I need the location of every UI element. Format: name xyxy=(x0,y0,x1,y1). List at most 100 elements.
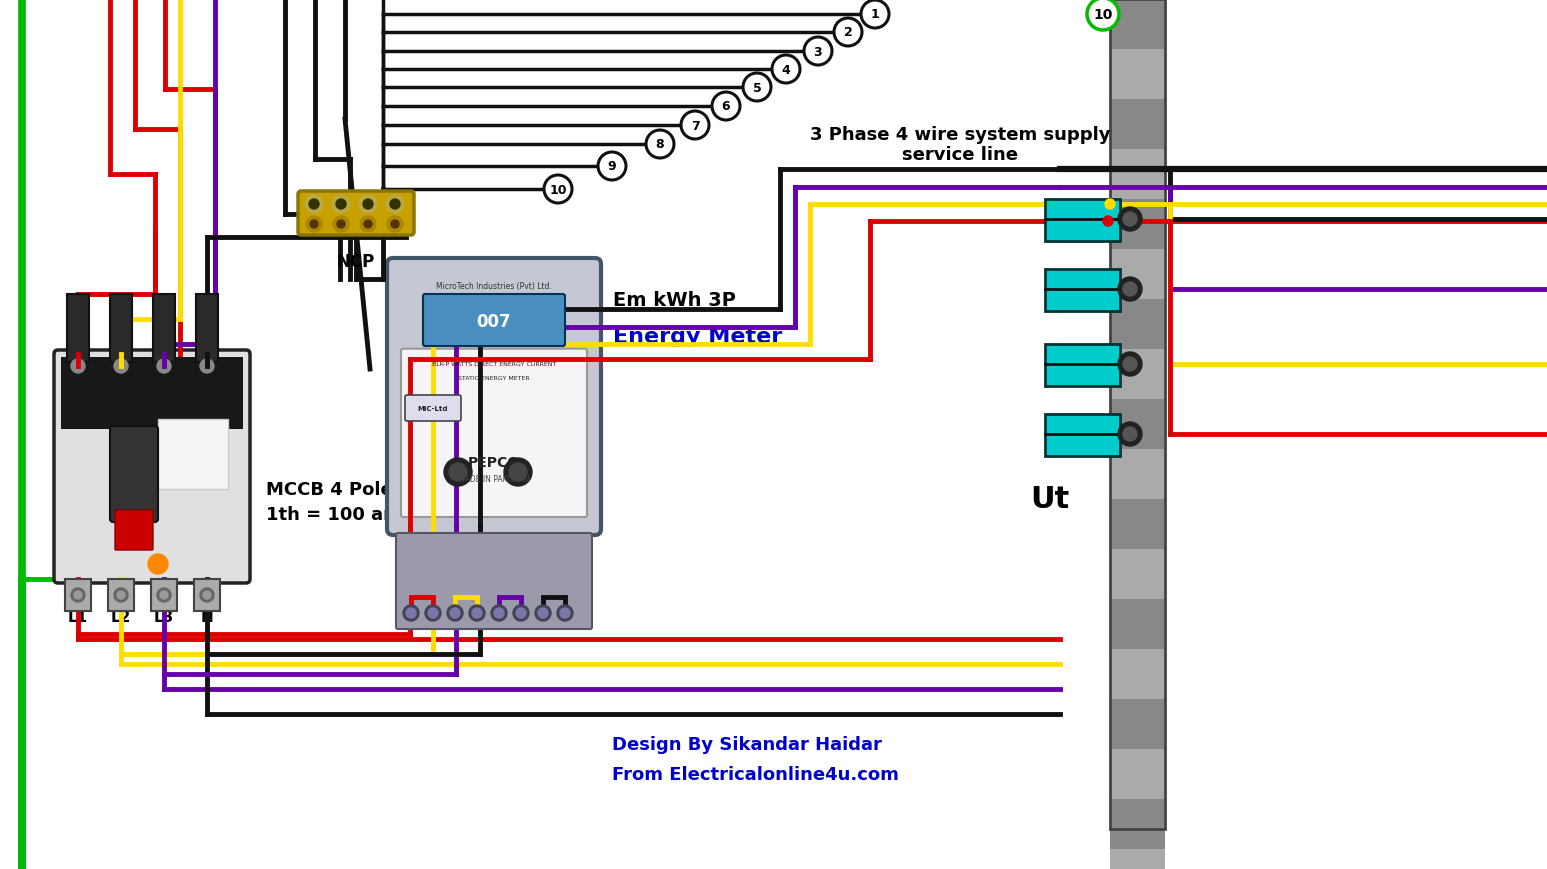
Text: L2: L2 xyxy=(111,609,131,624)
Circle shape xyxy=(647,131,674,159)
Circle shape xyxy=(74,591,82,600)
Circle shape xyxy=(743,74,770,102)
Text: MADE IN PAKISTAN: MADE IN PAKISTAN xyxy=(458,475,529,484)
Circle shape xyxy=(360,216,376,233)
Bar xyxy=(1111,200,1165,249)
Circle shape xyxy=(337,221,345,229)
Bar xyxy=(1046,345,1120,387)
Bar xyxy=(1046,269,1120,312)
Circle shape xyxy=(1123,213,1137,227)
Circle shape xyxy=(203,591,210,600)
Circle shape xyxy=(1118,278,1142,302)
Text: Em kWh 3P: Em kWh 3P xyxy=(613,290,736,309)
Bar xyxy=(65,580,91,611)
Text: 7: 7 xyxy=(690,119,699,132)
Bar xyxy=(1111,749,1165,799)
Circle shape xyxy=(493,608,504,618)
Circle shape xyxy=(71,588,85,602)
Circle shape xyxy=(1088,0,1118,31)
Text: L3: L3 xyxy=(153,609,175,624)
Bar xyxy=(1111,149,1165,200)
Circle shape xyxy=(772,56,800,84)
Text: Energy Meter: Energy Meter xyxy=(613,327,783,347)
Circle shape xyxy=(517,608,526,618)
FancyBboxPatch shape xyxy=(401,349,586,517)
Circle shape xyxy=(387,196,404,214)
Circle shape xyxy=(429,608,438,618)
Text: Design By Sikandar Haidar: Design By Sikandar Haidar xyxy=(613,735,882,753)
Circle shape xyxy=(405,608,416,618)
Circle shape xyxy=(364,221,371,229)
Circle shape xyxy=(309,200,319,209)
FancyBboxPatch shape xyxy=(387,259,600,535)
Text: L1: L1 xyxy=(68,609,88,624)
Bar xyxy=(193,580,220,611)
Circle shape xyxy=(336,200,347,209)
Circle shape xyxy=(545,176,572,203)
Text: STATIC ENERGY METER: STATIC ENERGY METER xyxy=(458,376,529,381)
Circle shape xyxy=(114,588,128,602)
Circle shape xyxy=(1118,422,1142,447)
Text: 3: 3 xyxy=(814,45,823,58)
Text: service line: service line xyxy=(902,146,1018,164)
FancyBboxPatch shape xyxy=(405,395,461,421)
Circle shape xyxy=(469,606,486,621)
FancyBboxPatch shape xyxy=(110,427,158,522)
Bar xyxy=(67,295,90,362)
Text: 007: 007 xyxy=(476,313,512,330)
Bar xyxy=(1046,415,1120,456)
Bar xyxy=(1046,200,1120,242)
FancyBboxPatch shape xyxy=(114,510,153,550)
Circle shape xyxy=(114,360,128,374)
Circle shape xyxy=(156,588,172,602)
Bar xyxy=(1111,349,1165,400)
Bar xyxy=(1111,799,1165,849)
Circle shape xyxy=(862,1,890,29)
Circle shape xyxy=(509,463,528,481)
Circle shape xyxy=(444,459,472,487)
Circle shape xyxy=(404,606,419,621)
Bar xyxy=(1046,269,1120,312)
Text: 2: 2 xyxy=(843,26,852,39)
Text: MicroTech Industries (Pvt) Ltd.: MicroTech Industries (Pvt) Ltd. xyxy=(436,282,552,291)
Circle shape xyxy=(390,200,401,209)
Text: 10: 10 xyxy=(1094,8,1112,22)
Circle shape xyxy=(447,606,463,621)
Circle shape xyxy=(557,606,572,621)
Circle shape xyxy=(425,606,441,621)
Bar xyxy=(1111,400,1165,449)
Bar xyxy=(1111,600,1165,649)
Bar xyxy=(1046,200,1120,242)
Bar xyxy=(1111,0,1165,50)
Circle shape xyxy=(535,606,551,621)
Text: 8: 8 xyxy=(656,138,664,151)
Circle shape xyxy=(200,588,213,602)
Circle shape xyxy=(156,360,172,374)
Circle shape xyxy=(804,38,832,66)
Circle shape xyxy=(1123,428,1137,441)
Circle shape xyxy=(1118,208,1142,232)
Circle shape xyxy=(333,216,350,233)
Circle shape xyxy=(1105,200,1115,209)
Circle shape xyxy=(159,591,169,600)
Text: PEPCO: PEPCO xyxy=(467,455,520,469)
FancyBboxPatch shape xyxy=(299,192,415,235)
Bar xyxy=(153,295,175,362)
Text: Ut: Ut xyxy=(1030,485,1069,514)
Circle shape xyxy=(306,216,322,233)
Bar xyxy=(1111,500,1165,549)
Circle shape xyxy=(514,606,529,621)
Text: 5: 5 xyxy=(753,82,761,95)
Bar xyxy=(1046,415,1120,456)
Text: N: N xyxy=(201,609,213,624)
Bar xyxy=(1111,50,1165,100)
Circle shape xyxy=(681,112,709,140)
Circle shape xyxy=(449,463,467,481)
Text: MCCB 4 Pole: MCCB 4 Pole xyxy=(266,481,393,499)
Bar xyxy=(108,580,135,611)
FancyBboxPatch shape xyxy=(422,295,565,347)
Bar xyxy=(1046,345,1120,387)
Circle shape xyxy=(538,608,548,618)
Circle shape xyxy=(834,19,862,47)
Bar xyxy=(1111,0,1165,829)
